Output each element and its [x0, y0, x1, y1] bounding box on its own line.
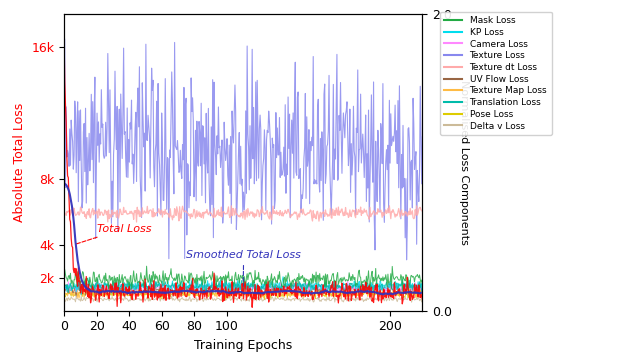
Text: Total Loss: Total Loss: [76, 223, 151, 244]
Legend: Mask Loss, KP Loss, Camera Loss, Texture Loss, Texture dt Loss, UV Flow Loss, Te: Mask Loss, KP Loss, Camera Loss, Texture…: [440, 12, 552, 135]
Y-axis label: Normalised Loss Components: Normalised Loss Components: [459, 80, 468, 245]
X-axis label: Training Epochs: Training Epochs: [194, 339, 292, 352]
Text: Smoothed Total Loss: Smoothed Total Loss: [186, 250, 301, 286]
Y-axis label: Absolute Total Loss: Absolute Total Loss: [13, 103, 26, 222]
